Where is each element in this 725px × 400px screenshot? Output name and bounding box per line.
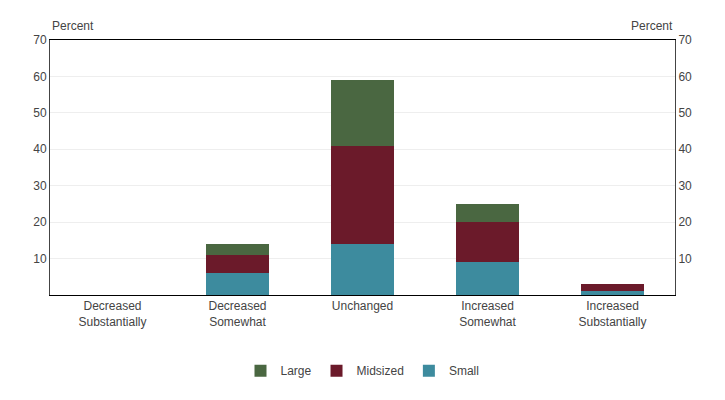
svg-text:30: 30 xyxy=(33,179,47,193)
svg-text:Percent: Percent xyxy=(631,19,673,33)
svg-text:10: 10 xyxy=(33,252,47,266)
svg-text:30: 30 xyxy=(678,179,692,193)
svg-text:20: 20 xyxy=(33,215,47,229)
svg-text:60: 60 xyxy=(33,70,47,84)
svg-text:IncreasedSubstantially: IncreasedSubstantially xyxy=(578,299,646,329)
svg-text:50: 50 xyxy=(33,106,47,120)
svg-text:Unchanged: Unchanged xyxy=(332,299,393,313)
svg-text:70: 70 xyxy=(678,33,692,47)
svg-text:Percent: Percent xyxy=(52,19,94,33)
svg-text:Large: Large xyxy=(281,364,312,378)
svg-text:70: 70 xyxy=(33,33,47,47)
svg-text:IncreasedSomewhat: IncreasedSomewhat xyxy=(459,299,516,329)
svg-text:Small: Small xyxy=(449,364,479,378)
svg-text:DecreasedSomewhat: DecreasedSomewhat xyxy=(208,299,266,329)
svg-text:40: 40 xyxy=(678,142,692,156)
svg-text:60: 60 xyxy=(678,70,692,84)
svg-text:10: 10 xyxy=(678,252,692,266)
svg-text:DecreasedSubstantially: DecreasedSubstantially xyxy=(78,299,146,329)
svg-text:50: 50 xyxy=(678,106,692,120)
svg-text:Midsized: Midsized xyxy=(357,364,404,378)
svg-text:40: 40 xyxy=(33,142,47,156)
svg-text:20: 20 xyxy=(678,215,692,229)
